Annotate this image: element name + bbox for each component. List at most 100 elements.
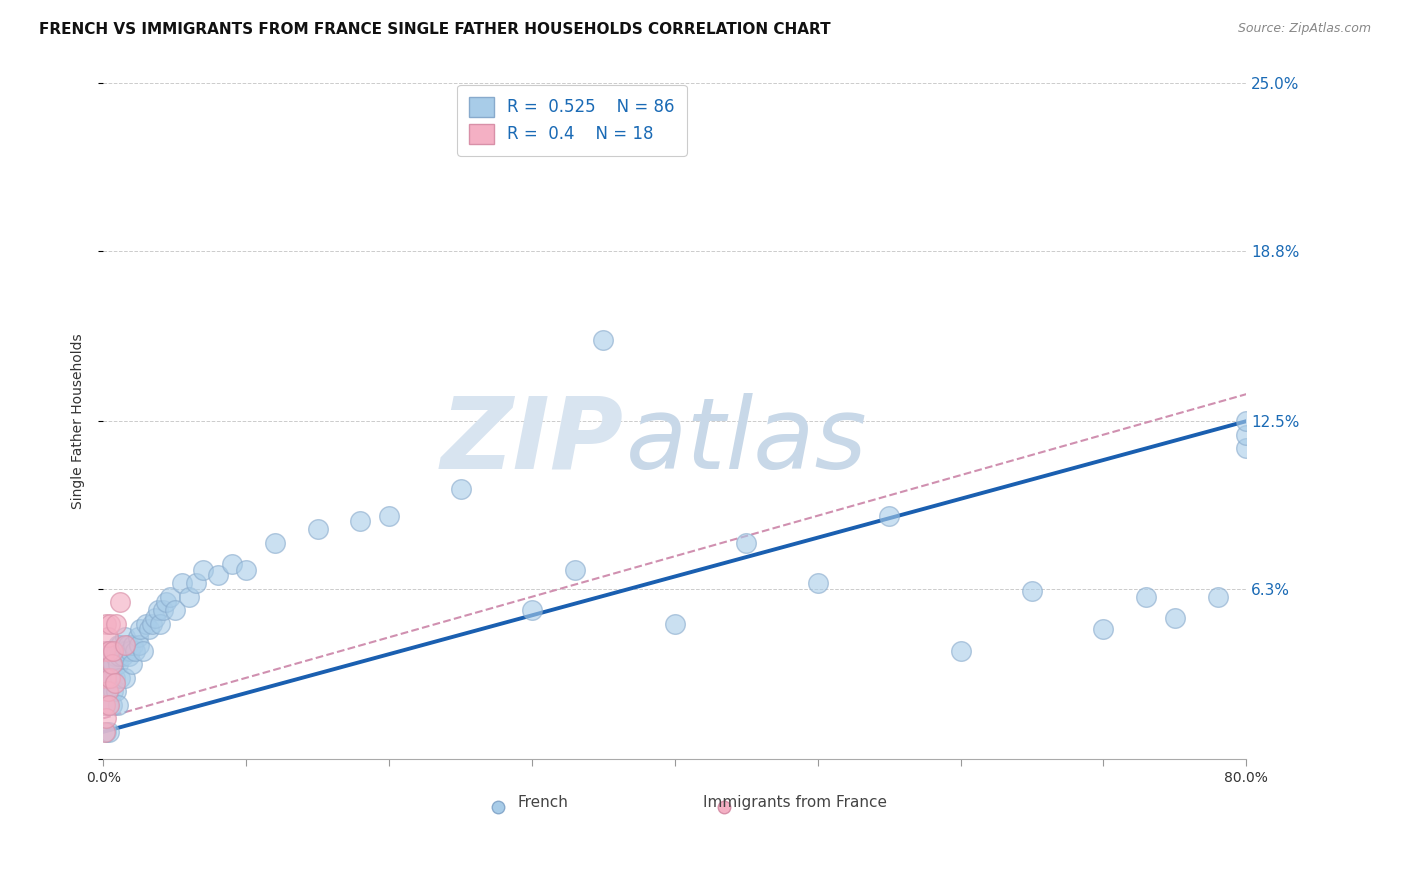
Point bbox=[103, 657, 125, 672]
Point bbox=[96, 657, 118, 672]
Point bbox=[107, 698, 129, 712]
Point bbox=[949, 644, 972, 658]
Point bbox=[110, 595, 132, 609]
Point bbox=[143, 611, 166, 625]
Point bbox=[107, 639, 129, 653]
Text: FRENCH VS IMMIGRANTS FROM FRANCE SINGLE FATHER HOUSEHOLDS CORRELATION CHART: FRENCH VS IMMIGRANTS FROM FRANCE SINGLE … bbox=[39, 22, 831, 37]
Point bbox=[104, 676, 127, 690]
Point bbox=[1206, 590, 1229, 604]
Point bbox=[114, 630, 136, 644]
Point bbox=[120, 644, 142, 658]
Text: Source: ZipAtlas.com: Source: ZipAtlas.com bbox=[1237, 22, 1371, 36]
Point bbox=[307, 522, 329, 536]
Point bbox=[115, 644, 138, 658]
Point bbox=[107, 657, 129, 672]
Point bbox=[105, 644, 128, 658]
Point bbox=[141, 616, 163, 631]
Point bbox=[1021, 584, 1043, 599]
Point bbox=[193, 563, 215, 577]
Point bbox=[97, 630, 120, 644]
Point bbox=[100, 671, 122, 685]
Point bbox=[96, 724, 118, 739]
Point bbox=[118, 649, 141, 664]
Point bbox=[108, 649, 131, 664]
Point bbox=[98, 644, 121, 658]
Text: French: French bbox=[517, 796, 569, 811]
Point bbox=[97, 644, 120, 658]
Point bbox=[98, 657, 121, 672]
Point bbox=[138, 622, 160, 636]
Point bbox=[104, 671, 127, 685]
Point bbox=[121, 657, 143, 672]
Point bbox=[349, 514, 371, 528]
Point bbox=[97, 684, 120, 698]
Point bbox=[1135, 590, 1157, 604]
Point bbox=[155, 595, 177, 609]
Point bbox=[1164, 611, 1187, 625]
Point bbox=[129, 622, 152, 636]
Point bbox=[103, 644, 125, 658]
Point bbox=[97, 657, 120, 672]
Point bbox=[132, 644, 155, 658]
Point bbox=[149, 616, 172, 631]
Point bbox=[664, 616, 686, 631]
Point bbox=[93, 698, 115, 712]
Point bbox=[101, 644, 124, 658]
Point bbox=[1092, 622, 1115, 636]
Point bbox=[96, 671, 118, 685]
Point bbox=[159, 590, 181, 604]
Point bbox=[96, 711, 118, 725]
Point bbox=[104, 649, 127, 664]
Point bbox=[100, 657, 122, 672]
Point bbox=[100, 671, 122, 685]
Point bbox=[112, 649, 135, 664]
Point bbox=[735, 535, 758, 549]
Point bbox=[1234, 441, 1257, 455]
Point bbox=[100, 644, 122, 658]
Point bbox=[101, 671, 124, 685]
Point bbox=[1234, 414, 1257, 428]
Point bbox=[450, 482, 472, 496]
Point bbox=[97, 698, 120, 712]
Point bbox=[127, 630, 149, 644]
Point bbox=[170, 576, 193, 591]
Point bbox=[163, 603, 186, 617]
Legend: R =  0.525    N = 86, R =  0.4    N = 18: R = 0.525 N = 86, R = 0.4 N = 18 bbox=[457, 85, 686, 156]
Text: ZIP: ZIP bbox=[440, 392, 623, 490]
Point bbox=[128, 639, 150, 653]
Point bbox=[96, 684, 118, 698]
Point bbox=[110, 671, 132, 685]
Y-axis label: Single Father Households: Single Father Households bbox=[72, 334, 86, 509]
Point bbox=[103, 684, 125, 698]
Point bbox=[592, 333, 614, 347]
Point bbox=[93, 724, 115, 739]
Point bbox=[152, 603, 174, 617]
Point bbox=[114, 671, 136, 685]
Point bbox=[96, 644, 118, 658]
Point bbox=[111, 644, 134, 658]
Point bbox=[564, 563, 586, 577]
Point bbox=[263, 535, 285, 549]
Point bbox=[98, 644, 121, 658]
Point bbox=[135, 616, 157, 631]
Point bbox=[96, 616, 118, 631]
Point bbox=[186, 576, 208, 591]
Point bbox=[124, 644, 146, 658]
Point bbox=[103, 644, 125, 658]
Point bbox=[98, 698, 121, 712]
Point bbox=[207, 568, 229, 582]
Point bbox=[98, 684, 121, 698]
Text: atlas: atlas bbox=[626, 392, 868, 490]
Point bbox=[146, 603, 169, 617]
Point bbox=[122, 639, 145, 653]
Point bbox=[105, 616, 128, 631]
Point bbox=[93, 671, 115, 685]
Point bbox=[93, 644, 115, 658]
Point bbox=[114, 639, 136, 653]
Point bbox=[100, 616, 122, 631]
Point bbox=[105, 684, 128, 698]
Point bbox=[877, 508, 900, 523]
Point bbox=[520, 603, 543, 617]
Point bbox=[177, 590, 200, 604]
Point bbox=[110, 639, 132, 653]
